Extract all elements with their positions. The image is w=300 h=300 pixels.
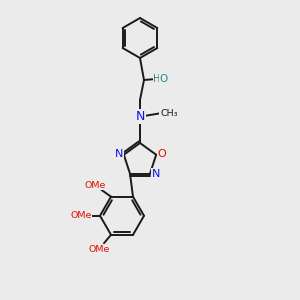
Text: OMe: OMe xyxy=(70,211,92,220)
Text: N: N xyxy=(152,169,160,179)
Text: OMe: OMe xyxy=(84,181,105,190)
Text: N: N xyxy=(135,110,145,122)
Text: O: O xyxy=(160,74,168,84)
Text: N: N xyxy=(115,149,123,159)
Text: CH₃: CH₃ xyxy=(160,109,178,118)
Text: OMe: OMe xyxy=(88,245,109,254)
Text: H: H xyxy=(153,74,161,84)
Text: O: O xyxy=(158,149,167,159)
